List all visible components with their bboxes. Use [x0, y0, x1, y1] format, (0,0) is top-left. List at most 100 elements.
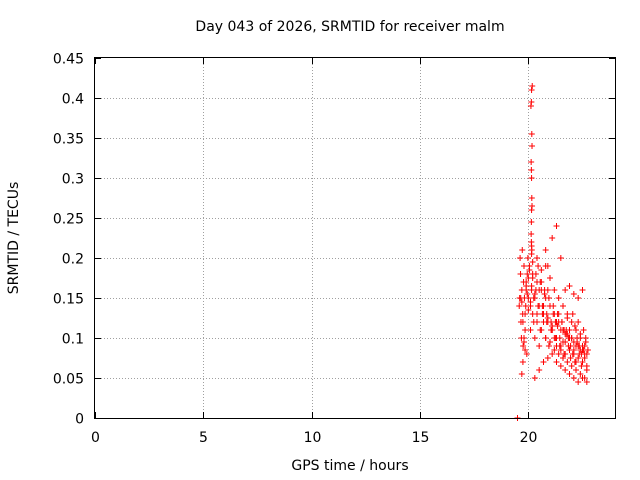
data-point [518, 371, 525, 377]
data-point [548, 327, 555, 333]
data-point [544, 263, 551, 269]
data-point [562, 367, 569, 373]
data-point [518, 299, 525, 305]
y-tick-label: 0.1 [62, 332, 84, 348]
x-tick-label: 0 [91, 430, 100, 446]
data-point [544, 315, 551, 321]
data-point [582, 339, 589, 345]
data-point [554, 323, 561, 329]
data-point [540, 359, 547, 365]
data-point [574, 335, 581, 341]
data-point [534, 255, 540, 261]
data-point [568, 319, 575, 325]
data-point [570, 339, 577, 345]
tick-labels: 0 0.05 0.1 0.15 0.2 0.25 0.3 0.35 0.4 0.45 0 5 10 15 2… [53, 52, 538, 447]
data-point [539, 311, 546, 317]
data-point [528, 283, 535, 289]
data-point [542, 247, 549, 253]
data-point [522, 347, 529, 353]
y-tick-label: 0.4 [62, 92, 84, 108]
data-point [560, 303, 566, 309]
x-axis-label: GPS time / hours [291, 458, 408, 474]
data-point [549, 351, 556, 357]
data-point [528, 251, 535, 257]
data-point [557, 327, 564, 333]
data-point [551, 347, 558, 353]
data-point [529, 259, 536, 265]
data-point [538, 327, 545, 333]
data-point [528, 167, 535, 173]
y-tick-label: 0.45 [53, 52, 84, 68]
data-point [529, 83, 536, 89]
data-point [575, 379, 582, 385]
data-point [566, 371, 573, 377]
data-point [524, 271, 531, 277]
data-point [521, 339, 527, 345]
data-point [540, 303, 547, 309]
data-point [531, 375, 538, 381]
data-point [551, 287, 558, 293]
data-point [545, 295, 552, 301]
data-point [525, 307, 532, 313]
data-point [549, 323, 556, 329]
data-point [543, 319, 550, 325]
data-point [557, 255, 564, 261]
data-point [557, 363, 564, 369]
data-point [525, 275, 532, 281]
y-tick-label: 0.2 [62, 252, 84, 268]
data-point [573, 327, 579, 333]
data-point [569, 311, 576, 317]
data-point [529, 143, 536, 149]
data-point [552, 335, 559, 341]
data-point [576, 343, 583, 349]
data-point [569, 351, 576, 357]
y-axis-label: SRMTID / TECUs [6, 182, 22, 295]
grid [95, 58, 615, 418]
y-tick-label: 0.15 [53, 292, 84, 308]
x-tick-label: 10 [304, 430, 322, 446]
data-point [580, 327, 587, 333]
x-tick-label: 15 [412, 430, 430, 446]
data-point [527, 299, 534, 305]
data-point [579, 287, 586, 293]
data-point [554, 311, 561, 317]
data-point [528, 243, 535, 249]
data-point [541, 287, 548, 293]
data-point [571, 359, 578, 365]
data-point [531, 335, 538, 341]
data-point [553, 359, 560, 365]
data-point [564, 359, 571, 365]
data-point [527, 327, 534, 333]
data-point [534, 319, 540, 325]
data-point [522, 327, 529, 333]
data-point [555, 351, 562, 357]
data-point [516, 303, 523, 309]
data-point [566, 347, 573, 353]
data-point [562, 331, 569, 337]
data-point [532, 287, 539, 293]
data-point [517, 295, 524, 301]
data-point [525, 295, 532, 301]
y-tick-label: 0.35 [53, 132, 84, 148]
data-point [581, 343, 588, 349]
data-point [547, 275, 553, 281]
data-point [524, 255, 531, 261]
data-point [567, 343, 574, 349]
data-point [529, 271, 536, 277]
data-point [521, 263, 527, 269]
data-point [517, 271, 524, 277]
data-point [517, 255, 524, 261]
data-point [535, 263, 542, 269]
data-point [580, 347, 587, 353]
data-point [531, 291, 538, 297]
data-point [544, 355, 551, 361]
data-point [583, 379, 590, 385]
data-point [579, 359, 586, 365]
y-tick-label: 0.05 [53, 372, 84, 388]
data-point [528, 87, 535, 93]
data-point [549, 235, 556, 241]
data-point [550, 303, 557, 309]
data-point [535, 303, 542, 309]
data-point [528, 231, 535, 237]
